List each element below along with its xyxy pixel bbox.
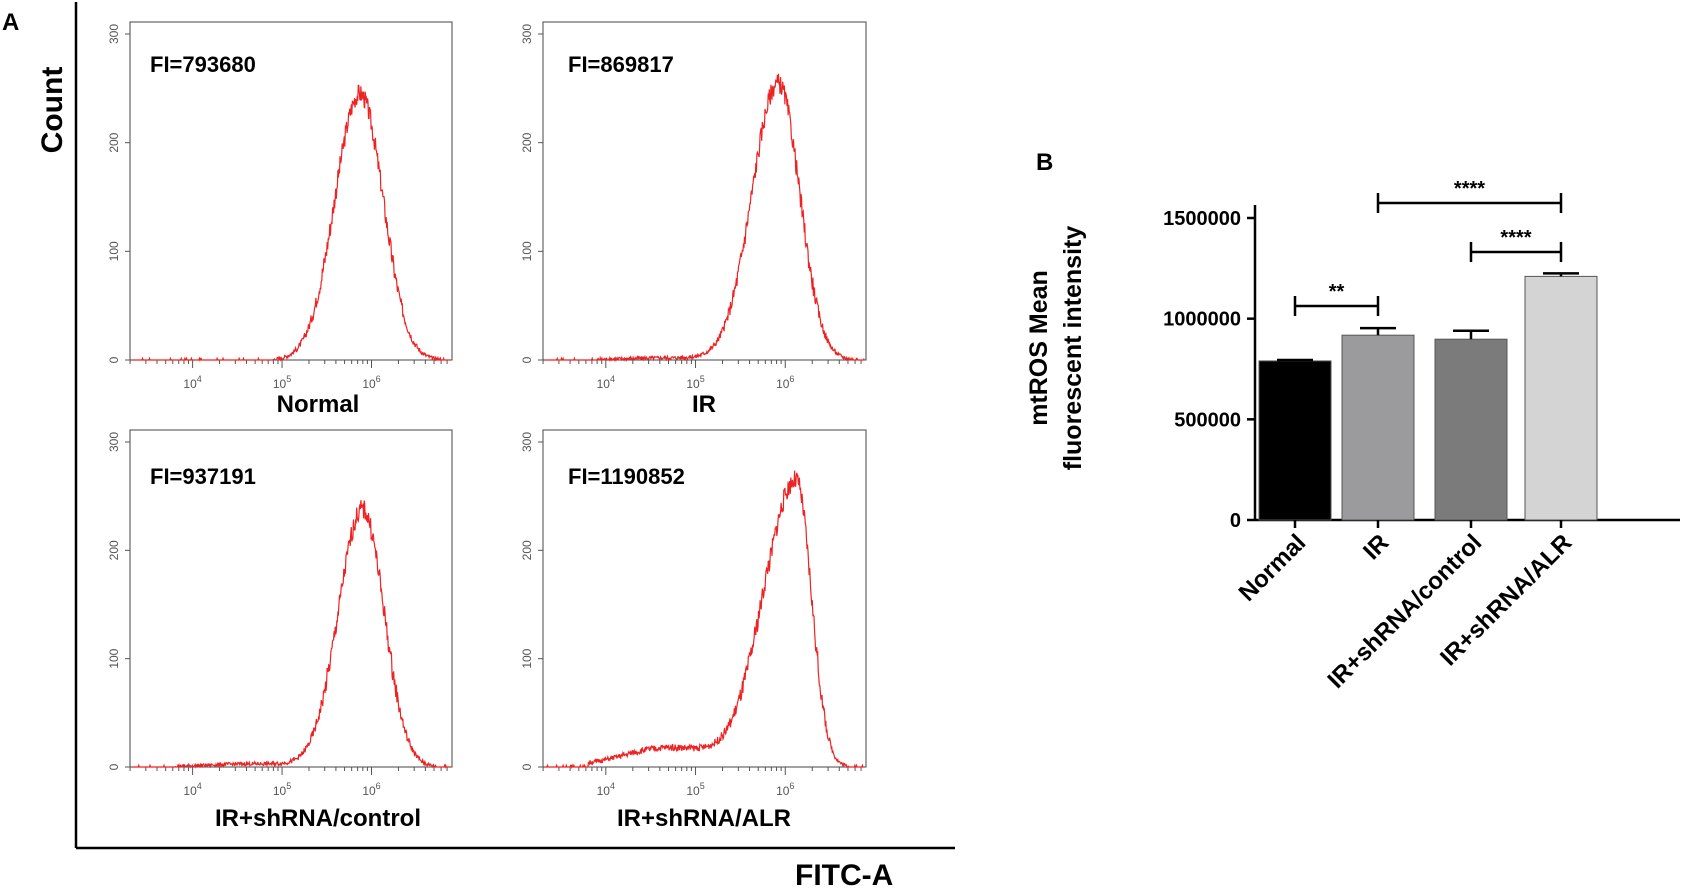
histogram-curve [131, 500, 450, 770]
histogram-title: IR+shRNA/ALR [617, 805, 791, 832]
histogram-fi-annotation: FI=1190852 [568, 464, 685, 489]
histogram-frame [129, 21, 453, 361]
histogram-ytick-label: 200 [107, 132, 121, 152]
histogram-ytick-label: 0 [107, 763, 121, 770]
bar [1434, 338, 1508, 521]
bar [1524, 275, 1598, 521]
histogram-ytick-label: 100 [520, 648, 534, 668]
histogram-fi-annotation: FI=937191 [150, 464, 256, 489]
histogram-xtick-label: 105 [273, 374, 291, 391]
significance-label: **** [1500, 227, 1531, 249]
histogram-xtick-label: 105 [273, 781, 291, 798]
histogram-ytick-label: 200 [520, 540, 534, 560]
histogram-ytick-label: 200 [107, 540, 121, 560]
histogram-xtick-label: 104 [183, 374, 201, 391]
histogram-xtick-label: 106 [776, 781, 794, 798]
histogram-frame [542, 21, 867, 361]
histogram-xtick-label: 105 [686, 781, 704, 798]
histogram-ytick-label: 0 [520, 763, 534, 770]
histogram-xtick-label: 104 [183, 781, 201, 798]
histogram-title: IR [692, 391, 716, 418]
histogram-fi-annotation: FI=793680 [150, 52, 256, 77]
bar [1258, 360, 1332, 521]
histogram-ytick-label: 200 [520, 132, 534, 152]
panel-a-fitc-label: FITC-A [795, 859, 893, 892]
histogram-ytick-label: 300 [107, 24, 121, 44]
significance-label: ** [1329, 281, 1345, 303]
histogram-ir-shrna-control: 0 100 200 300 104 105 106 FI=937191 IR+shRNA/con… [107, 429, 453, 832]
histogram-frame [542, 429, 867, 768]
histogram-ytick-label: 100 [107, 648, 121, 668]
histogram-xtick-label: 105 [686, 374, 704, 391]
bar-xtick-label: IR+shRNA/control [1322, 529, 1487, 694]
histogram-ytick-label: 0 [520, 356, 534, 363]
bar-y-axis-label: mtROS Mean fluorescent intensity [1025, 226, 1087, 471]
panel-a-count-label: Count [36, 67, 69, 154]
histogram-title: Normal [277, 391, 360, 418]
histogram-ytick-label: 0 [107, 356, 121, 363]
histogram-ytick-label: 300 [520, 432, 534, 452]
bar [1341, 334, 1415, 521]
bar-ytick-label: 1000000 [1163, 309, 1241, 331]
significance-label: **** [1454, 178, 1485, 200]
histogram-xtick-label: 104 [597, 374, 615, 391]
histogram-xtick-label: 106 [362, 781, 380, 798]
histogram-curve [131, 84, 450, 362]
histogram-xtick-label: 106 [776, 374, 794, 391]
panel-a-letter: A [2, 9, 19, 36]
histogram-ytick-label: 100 [520, 241, 534, 261]
bar-ytick-label: 1500000 [1163, 208, 1241, 230]
bar-chart: 0 500000 1000000 1500000 mtROS Mean fluoresce… [1025, 178, 1680, 694]
histogram-title: IR+shRNA/control [215, 805, 421, 832]
histogram-xtick-label: 106 [362, 374, 380, 391]
histogram-frame [129, 429, 453, 768]
bar-xtick-label: Normal [1234, 529, 1312, 607]
bar-ytick-label: 0 [1230, 510, 1241, 532]
histogram-fi-annotation: FI=869817 [568, 52, 674, 77]
histogram-curve [544, 73, 865, 363]
histogram-xtick-label: 104 [597, 781, 615, 798]
histogram-ytick-label: 300 [520, 24, 534, 44]
histogram-ir-shrna-alr: 0 100 200 300 104 105 106 FI=1190852 IR+shRNA/AL… [520, 429, 867, 832]
panel-b-letter: B [1036, 149, 1053, 176]
bar-xtick-label: IR [1358, 529, 1394, 565]
histogram-normal: 0 100 200 300 104 105 106 FI=793680 Normal [107, 21, 453, 418]
histogram-ytick-label: 100 [107, 241, 121, 261]
histogram-ir: 0 100 200 300 104 105 106 FI=869817 IR [520, 21, 867, 418]
bar-ytick-label: 500000 [1174, 409, 1241, 431]
histogram-curve [544, 470, 864, 770]
histogram-ytick-label: 300 [107, 432, 121, 452]
